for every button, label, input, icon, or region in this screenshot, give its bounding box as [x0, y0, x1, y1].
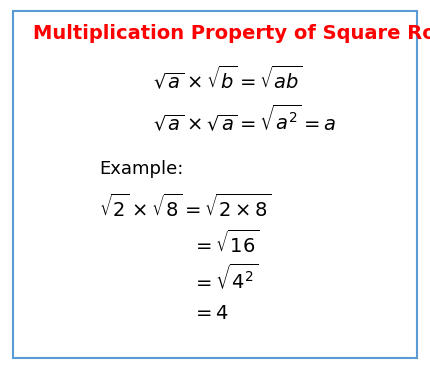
- Text: Multiplication Property of Square Roots: Multiplication Property of Square Roots: [34, 24, 430, 44]
- Text: $\sqrt{2} \times \sqrt{8} = \sqrt{2 \times 8}$: $\sqrt{2} \times \sqrt{8} = \sqrt{2 \tim…: [99, 194, 272, 221]
- Text: $\sqrt{a} \times \sqrt{b} = \sqrt{ab}$: $\sqrt{a} \times \sqrt{b} = \sqrt{ab}$: [153, 64, 303, 92]
- Text: $\sqrt{a} \times \sqrt{a} = \sqrt{a^2} = a$: $\sqrt{a} \times \sqrt{a} = \sqrt{a^2} =…: [153, 104, 336, 134]
- FancyBboxPatch shape: [13, 11, 417, 358]
- Text: $= \sqrt{16}$: $= \sqrt{16}$: [192, 229, 259, 256]
- Text: $= \sqrt{4^2}$: $= \sqrt{4^2}$: [192, 263, 258, 293]
- Text: $= 4$: $= 4$: [192, 304, 230, 323]
- Text: Example:: Example:: [99, 159, 184, 177]
